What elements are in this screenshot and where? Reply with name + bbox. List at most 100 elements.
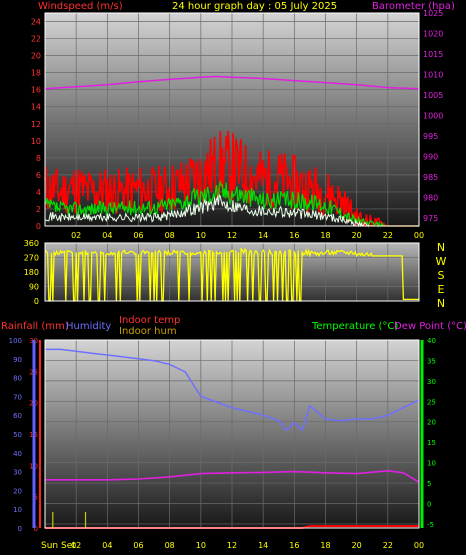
- direction-tick-label: 360: [24, 239, 39, 248]
- wind-tick-label: 12: [31, 120, 41, 129]
- temp-tick-label: 0: [427, 500, 431, 508]
- temperature-axis: 40 35 30 25 20 15 10 5 0 -5: [427, 337, 436, 529]
- x-tick-label: 22: [383, 231, 393, 240]
- wind-tick-label: 16: [31, 86, 41, 95]
- wind-tick-label: 2: [36, 205, 41, 214]
- temp-tick-label: 25: [427, 398, 436, 406]
- temp-tick-label: 15: [427, 439, 436, 447]
- x-tick-label: 00: [414, 541, 424, 550]
- wind-tick-label: 14: [31, 103, 41, 112]
- rain-tick-label: 5: [34, 494, 38, 502]
- x-tick-label: 06: [133, 541, 143, 550]
- baro-tick-label: 975: [423, 214, 438, 223]
- wind-tick-label: 18: [31, 69, 41, 78]
- dewpoint-axis-title: Dew Point (°C): [394, 321, 466, 332]
- x-tick-label: 20: [352, 231, 362, 240]
- baro-tick-label: 1000: [423, 111, 443, 120]
- x-tick-label: 04: [102, 541, 112, 550]
- direction-tick-label: 270: [24, 254, 39, 263]
- x-tick-label: 20: [352, 541, 362, 550]
- x-tick-label: 18: [320, 541, 330, 550]
- temperature-axis-title: Temperature (°C): [311, 321, 398, 332]
- compass-letter: W: [436, 255, 447, 268]
- x-tick-label: 12: [227, 541, 237, 550]
- x-tick-label: 10: [196, 231, 206, 240]
- rain-tick-label: 0: [34, 525, 38, 533]
- humidity-tick-label: 30: [13, 469, 22, 477]
- x-tick-label: 00: [414, 231, 424, 240]
- baro-tick-label: 1010: [423, 70, 443, 79]
- direction-tick-label: 90: [29, 283, 39, 292]
- rainfall-axis-title: Rainfall (mm): [1, 321, 69, 332]
- x-tick-label: 06: [133, 231, 143, 240]
- baro-tick-label: 1005: [423, 91, 443, 100]
- x-tick-label: 02: [71, 231, 81, 240]
- wind-tick-label: 8: [36, 154, 41, 163]
- humidity-tick-label: 50: [13, 431, 22, 439]
- x-axis-wind: 02 04 06 08 10 12 14 16 18 20 22 00: [71, 231, 424, 240]
- humidity-tick-label: 70: [13, 393, 22, 401]
- x-tick-label: 16: [289, 231, 299, 240]
- indoor-temp-label: Indoor temp: [119, 315, 180, 326]
- wind-tick-label: 24: [31, 18, 41, 27]
- temp-tick-label: 40: [427, 337, 436, 345]
- humidity-axis-title: Humidity: [66, 321, 111, 332]
- x-tick-label: 10: [196, 541, 206, 550]
- wind-tick-label: 22: [31, 35, 41, 44]
- x-axis-climate: 02 04 06 08 10 12 14 16 18 20 22 00: [71, 541, 424, 550]
- temp-tick-label: 35: [427, 357, 436, 365]
- dewpoint-series: [45, 469, 420, 483]
- direction-axis: 360 270 180 90 0: [24, 239, 39, 306]
- x-tick-label: 22: [383, 541, 393, 550]
- temp-tick-label: 30: [427, 378, 436, 386]
- humidity-tick-label: 80: [13, 375, 22, 383]
- humidity-tick-label: 100: [9, 337, 22, 345]
- humidity-tick-label: 0: [18, 525, 22, 533]
- x-tick-label: 04: [102, 231, 112, 240]
- barometer-series: [44, 75, 420, 90]
- compass-letter: E: [438, 283, 445, 296]
- humidity-tick-label: 10: [13, 506, 22, 514]
- wind-tick-label: 20: [31, 52, 41, 61]
- direction-tick-label: 180: [24, 268, 39, 277]
- x-tick-label: 18: [320, 231, 330, 240]
- baro-tick-label: 1025: [423, 9, 443, 18]
- baro-tick-label: 980: [423, 193, 438, 202]
- humidity-tick-label: 40: [13, 450, 22, 458]
- chart-title: 24 hour graph day : 05 July 2025: [172, 1, 337, 12]
- sunset-label: Sun Set: [41, 541, 76, 551]
- temp-tick-label: 20: [427, 419, 436, 427]
- humidity-tick-label: 20: [13, 487, 22, 495]
- x-tick-label: 12: [227, 231, 237, 240]
- wind-tick-label: 6: [36, 171, 41, 180]
- barometer-axis-title: Barometer (hpa): [372, 1, 455, 12]
- wind-direction-series: [44, 247, 419, 302]
- humidity-tick-label: 90: [13, 356, 22, 364]
- temp-tick-label: 10: [427, 460, 436, 468]
- compass-letter: S: [438, 269, 445, 282]
- x-tick-label: 14: [258, 541, 268, 550]
- compass-letter: N: [437, 297, 445, 310]
- wind-lull-series: [45, 193, 419, 228]
- temp-tick-label: 5: [427, 480, 431, 488]
- x-tick-label: 08: [165, 231, 175, 240]
- x-tick-label: 14: [258, 231, 268, 240]
- baro-tick-label: 1015: [423, 50, 443, 59]
- baro-tick-label: 1020: [423, 29, 443, 38]
- temp-tick-label: -5: [427, 521, 434, 529]
- direction-tick-label: 0: [34, 297, 39, 306]
- x-tick-label: 02: [71, 541, 81, 550]
- wind-tick-label: 0: [36, 222, 41, 231]
- windspeed-axis-title: Windspeed (m/s): [38, 1, 123, 12]
- baro-tick-label: 995: [423, 132, 438, 141]
- baro-tick-label: 990: [423, 152, 438, 161]
- barometer-right-axis: 1025 1020 1015 1010 1005 1000 995 990 985 980 975: [423, 9, 443, 223]
- indoor-hum-label: Indoor hum: [119, 326, 177, 337]
- baro-tick-label: 985: [423, 173, 438, 182]
- x-tick-label: 16: [289, 541, 299, 550]
- humidity-tick-label: 60: [13, 412, 22, 420]
